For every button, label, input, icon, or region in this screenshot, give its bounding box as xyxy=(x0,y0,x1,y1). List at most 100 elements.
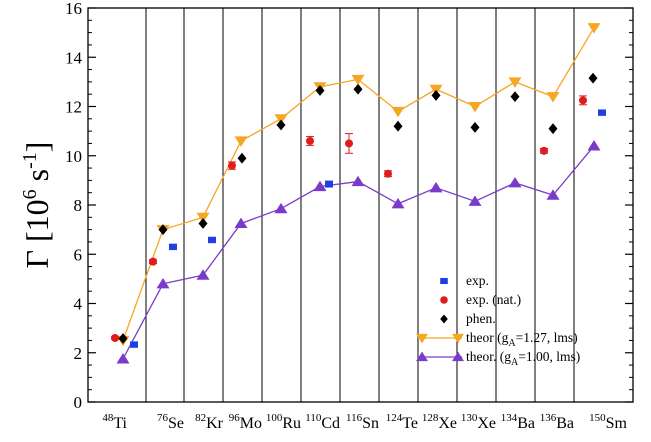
data-point xyxy=(548,123,558,135)
category-label: 130Xe xyxy=(461,412,496,432)
category-label-element: Sn xyxy=(362,415,379,432)
data-point xyxy=(237,152,247,164)
category-label: 100Ru xyxy=(266,412,301,432)
legend-label-suffix: =1.00, lms) xyxy=(518,349,580,364)
theory-marker xyxy=(196,212,210,224)
y-label-exponent: 6 xyxy=(19,189,41,199)
category-label-mass: 130 xyxy=(461,412,478,424)
y-tick-label: 6 xyxy=(74,245,83,264)
y-axis-label-rotated: Γ [106 s-1] xyxy=(19,142,55,269)
y-tick-label: 2 xyxy=(74,344,83,363)
legend-label: theor (gA=1.27, lms) xyxy=(466,330,578,349)
legend-label-prefix: theor (g xyxy=(466,330,509,345)
category-label-element: Ba xyxy=(517,415,535,432)
data-point xyxy=(306,136,314,145)
category-label-element: Se xyxy=(168,415,184,432)
theory-marker xyxy=(546,92,560,103)
theory-marker xyxy=(587,140,601,151)
legend-label-suffix: =1.27, lms) xyxy=(516,330,578,345)
category-label-mass: 82 xyxy=(195,412,206,424)
category-label-element: Xe xyxy=(477,415,496,432)
theory-marker xyxy=(429,181,443,193)
data-point xyxy=(158,224,168,236)
theory-marker xyxy=(508,77,522,88)
legend-marker xyxy=(452,351,464,362)
data-point xyxy=(169,243,177,251)
data-point xyxy=(198,218,208,229)
theory-marker xyxy=(351,74,365,86)
data-point xyxy=(118,333,128,344)
theory-marker xyxy=(468,195,482,206)
legend-label: exp. (nat.) xyxy=(466,292,521,307)
category-label-element: Mo xyxy=(240,415,262,432)
category-label: 116Sn xyxy=(346,412,379,432)
category-label-mass: 128 xyxy=(422,412,439,424)
theory-marker xyxy=(546,189,560,200)
theory-marker xyxy=(116,353,130,364)
theory-marker xyxy=(468,101,482,113)
category-label: 124Te xyxy=(386,412,418,432)
theory-marker xyxy=(196,269,210,280)
category-label-mass: 116 xyxy=(346,412,363,424)
data-point xyxy=(384,169,392,178)
legend-label-prefix: theor. (g xyxy=(466,349,511,364)
data-point xyxy=(315,85,325,96)
legend-marker xyxy=(416,333,428,344)
category-label: 48Ti xyxy=(102,412,127,432)
theory-marker xyxy=(429,84,443,96)
y-axis-label: Γ [106 s-1] xyxy=(19,142,55,269)
y-label-unit-exponent: -1 xyxy=(19,152,41,169)
category-label-element: Kr xyxy=(206,415,224,432)
category-label-mass: 134 xyxy=(501,412,518,424)
category-label-element: Ru xyxy=(282,415,301,432)
y-tick-label: 16 xyxy=(65,0,82,18)
category-label-element: Sm xyxy=(606,415,628,432)
data-point xyxy=(353,83,363,95)
legend-marker xyxy=(416,351,428,362)
theory-marker xyxy=(508,176,522,188)
theory-marker xyxy=(587,23,601,34)
category-label: 110Cd xyxy=(305,412,340,432)
legend-label: exp. xyxy=(466,273,489,288)
legend-label: theor. (gA=1.00, lms) xyxy=(466,349,580,368)
legend-marker xyxy=(440,296,448,304)
category-dividers xyxy=(145,8,575,402)
theory-marker xyxy=(234,136,248,147)
legend-marker xyxy=(440,314,448,324)
category-label: 96Mo xyxy=(229,412,262,432)
category-label-element: Te xyxy=(402,415,418,432)
category-label-mass: 124 xyxy=(386,412,403,424)
theory-marker xyxy=(313,180,327,192)
legend-label: phen. xyxy=(466,311,496,326)
category-label-element: Cd xyxy=(321,415,340,432)
data-point xyxy=(325,180,333,188)
y-tick-label: 0 xyxy=(74,393,83,412)
theory-marker xyxy=(391,197,405,209)
theory-marker xyxy=(274,202,288,214)
category-label-mass: 136 xyxy=(540,412,557,424)
data-point xyxy=(470,122,480,133)
category-label-element: Ti xyxy=(113,415,127,432)
legend: exp.exp. (nat.)phen.theor (gA=1.27, lms)… xyxy=(416,273,580,368)
data-point xyxy=(228,161,236,170)
y-tick-label: 10 xyxy=(65,147,82,166)
theory-marker xyxy=(234,217,248,229)
category-label-mass: 76 xyxy=(157,412,169,424)
y-axis-ticks: 0 2 4 6 8 10 12 14 16 xyxy=(65,0,633,412)
y-tick-label: 12 xyxy=(65,98,82,117)
y-tick-label: 14 xyxy=(65,48,83,67)
y-label-main: Γ [10 xyxy=(19,199,55,268)
theory-marker xyxy=(351,175,365,187)
data-point xyxy=(276,119,286,131)
data-point xyxy=(598,109,606,116)
data-point xyxy=(510,91,520,103)
legend-marker xyxy=(452,333,464,344)
category-label-mass: 96 xyxy=(229,412,241,424)
data-point xyxy=(393,120,403,132)
category-label-element: Xe xyxy=(438,415,457,432)
legend-label-subscript: A xyxy=(511,357,519,368)
category-label-mass: 110 xyxy=(305,412,322,424)
legend-marker xyxy=(440,277,448,285)
y-tick-label: 8 xyxy=(74,196,83,215)
